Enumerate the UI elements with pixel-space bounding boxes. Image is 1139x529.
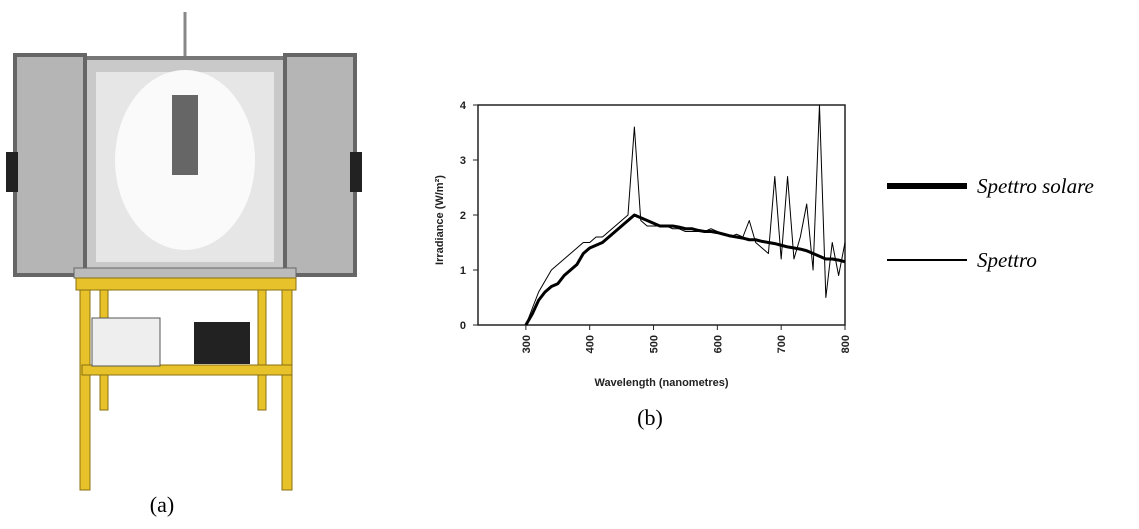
y-tick-label: 2 bbox=[460, 210, 466, 222]
photo-caption: (a) bbox=[150, 492, 174, 517]
x-tick-label: 800 bbox=[840, 335, 852, 353]
x-tick-label: 300 bbox=[521, 335, 533, 353]
series-line bbox=[524, 213, 846, 326]
x-tick-label: 600 bbox=[712, 335, 724, 353]
x-axis-label: Wavelength (nanometres) bbox=[594, 377, 728, 389]
plot-frame bbox=[477, 104, 846, 326]
x-tick-label: 700 bbox=[776, 335, 788, 353]
y-axis-label: Irradiance (W/m²) bbox=[434, 175, 446, 265]
y-tick-label: 1 bbox=[460, 265, 466, 277]
photo bbox=[6, 12, 362, 491]
x-tick-label: 400 bbox=[585, 335, 597, 353]
chart: 0 1 2 3 4 300 400 500 600 700 800 Wavelength (nanom… bbox=[434, 100, 1094, 430]
legend-label: Spettro solare bbox=[977, 174, 1094, 198]
y-tick-label: 3 bbox=[460, 155, 466, 167]
legend-label: Spettro bbox=[977, 248, 1037, 272]
series-line bbox=[525, 104, 846, 326]
x-tick-label: 500 bbox=[649, 335, 661, 353]
chart-caption: (b) bbox=[637, 405, 663, 430]
y-tick-label: 0 bbox=[460, 320, 466, 332]
y-tick-label: 4 bbox=[460, 100, 467, 112]
